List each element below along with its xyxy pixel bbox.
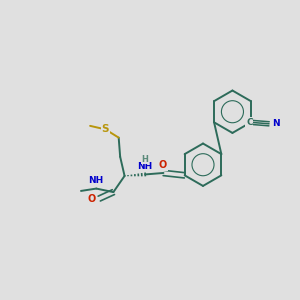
Text: O: O [159, 160, 167, 170]
Text: NH: NH [88, 176, 104, 185]
Text: NH: NH [137, 162, 152, 171]
Text: O: O [88, 194, 96, 204]
Text: C: C [246, 118, 253, 127]
Text: H: H [142, 154, 148, 164]
Text: N: N [272, 119, 279, 128]
Text: S: S [102, 124, 109, 134]
